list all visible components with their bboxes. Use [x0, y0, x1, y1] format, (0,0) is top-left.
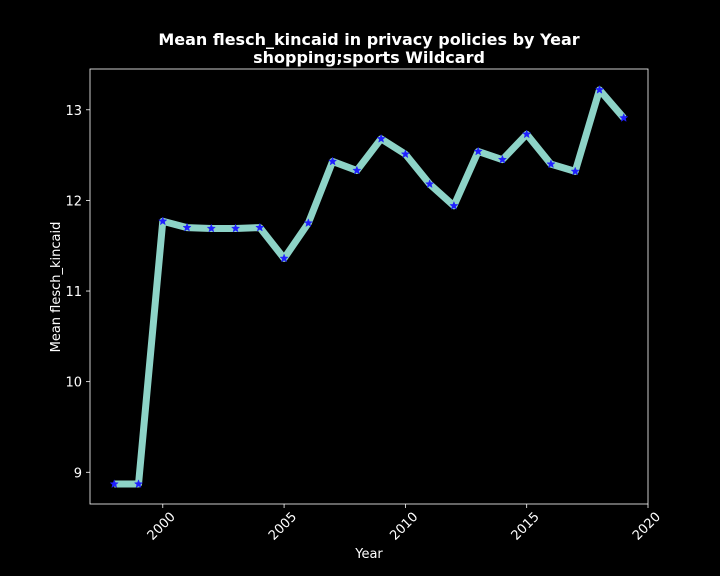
data-point-2017: [570, 166, 580, 176]
y-tick-label: 11: [65, 285, 82, 300]
data-point-2011: [424, 179, 435, 189]
data-point-2008: [352, 165, 362, 175]
data-point-1999: [133, 479, 144, 489]
x-tick-label: 2005: [266, 510, 300, 544]
data-point-2005: [279, 253, 289, 263]
y-tick-label: 10: [65, 376, 82, 391]
series-line: [114, 86, 627, 488]
data-point-2018: [594, 84, 605, 94]
x-tick-label: 2000: [145, 510, 179, 544]
data-point-2003: [230, 223, 241, 233]
data-point-2006: [303, 218, 314, 228]
x-axis-label: Year: [354, 547, 383, 562]
data-point-2015: [522, 129, 532, 139]
data-point-2012: [449, 200, 459, 210]
data-point-2014: [497, 154, 508, 164]
x-tick-label: 2010: [387, 510, 421, 544]
data-point-2004: [255, 222, 265, 232]
x-axis: 2000 2005 2010 2015 2020: [145, 504, 664, 544]
data-point-2002: [206, 223, 216, 233]
x-tick-label: 2015: [509, 510, 543, 544]
data-point-2016: [546, 159, 556, 169]
data-point-2013: [473, 146, 483, 156]
data-point-1998: [109, 479, 119, 489]
data-point-2019: [619, 113, 629, 122]
data-point-2001: [182, 222, 192, 232]
data-point-2000: [158, 216, 168, 226]
y-axis-label: Mean flesch_kincaid: [49, 222, 64, 353]
plot-frame: [89, 68, 649, 505]
y-tick-label: 13: [65, 104, 82, 119]
data-point-2010: [400, 149, 411, 159]
data-point-2009: [376, 133, 386, 143]
y-tick-label: 9: [74, 466, 82, 481]
y-axis: 9 10 11 12 13: [65, 104, 90, 481]
data-point-2007: [327, 156, 338, 166]
series-layer: [109, 84, 629, 489]
chart-subtitle: shopping;sports Wildcard: [253, 48, 485, 67]
chart-title: Mean flesch_kincaid in privacy policies …: [158, 30, 579, 49]
x-tick-label: 2020: [630, 510, 664, 544]
y-tick-label: 12: [65, 194, 82, 209]
